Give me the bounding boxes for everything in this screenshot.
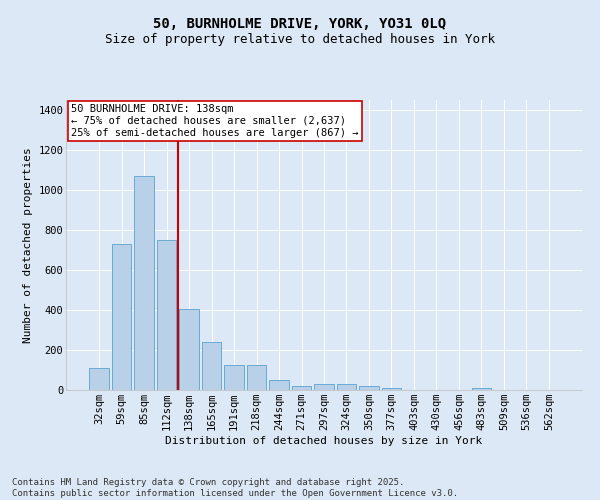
Text: 50, BURNHOLME DRIVE, YORK, YO31 0LQ: 50, BURNHOLME DRIVE, YORK, YO31 0LQ	[154, 18, 446, 32]
Bar	[247, 365, 266, 390]
Bar	[337, 384, 356, 390]
Bar	[382, 388, 401, 390]
Bar	[134, 176, 154, 390]
Bar	[157, 240, 176, 390]
Bar	[179, 309, 199, 390]
Bar	[292, 386, 311, 390]
Y-axis label: Number of detached properties: Number of detached properties	[23, 147, 32, 343]
Bar	[359, 386, 379, 390]
Text: 50 BURNHOLME DRIVE: 138sqm
← 75% of detached houses are smaller (2,637)
25% of s: 50 BURNHOLME DRIVE: 138sqm ← 75% of deta…	[71, 104, 359, 138]
Bar	[472, 388, 491, 390]
Bar	[112, 244, 131, 390]
Text: Contains HM Land Registry data © Crown copyright and database right 2025.
Contai: Contains HM Land Registry data © Crown c…	[12, 478, 458, 498]
Bar	[89, 368, 109, 390]
Bar	[314, 384, 334, 390]
X-axis label: Distribution of detached houses by size in York: Distribution of detached houses by size …	[166, 436, 482, 446]
Bar	[224, 365, 244, 390]
Text: Size of property relative to detached houses in York: Size of property relative to detached ho…	[105, 32, 495, 46]
Bar	[202, 342, 221, 390]
Bar	[269, 380, 289, 390]
